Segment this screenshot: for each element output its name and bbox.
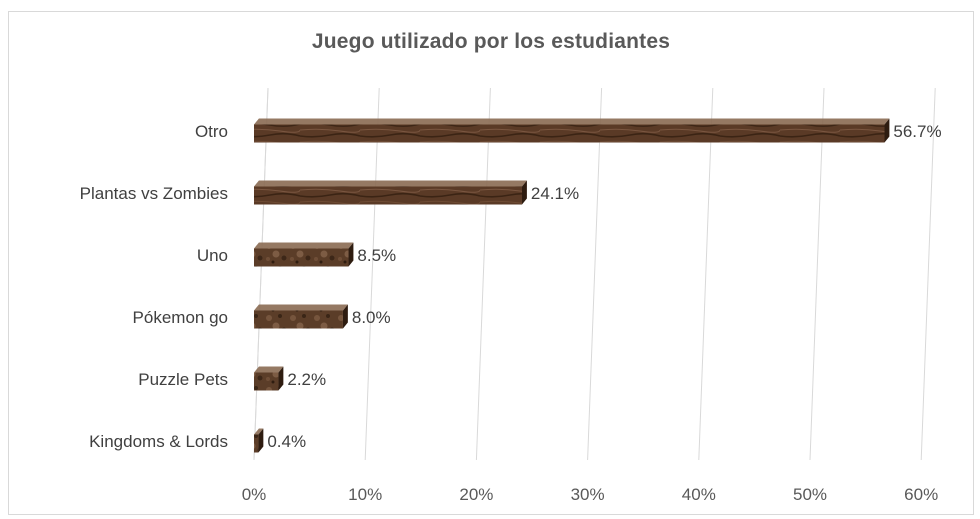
bar-top	[254, 118, 890, 125]
bar-top	[254, 366, 284, 373]
bar	[254, 428, 264, 453]
x-tick-label: 60%	[904, 485, 938, 504]
bar-top	[254, 304, 348, 311]
bar-top	[254, 180, 527, 187]
bar-front	[254, 310, 343, 329]
data-label: 8.5%	[357, 246, 396, 265]
bar-side	[348, 242, 354, 267]
data-label: 0.4%	[267, 432, 306, 451]
bar-side	[342, 304, 348, 329]
x-tick-label: 50%	[793, 485, 827, 504]
bar	[254, 304, 348, 329]
bar-side	[884, 118, 890, 143]
x-tick-label: 0%	[242, 485, 267, 504]
x-tick-label: 20%	[459, 485, 493, 504]
x-tick-label: 40%	[682, 485, 716, 504]
bar	[254, 118, 890, 143]
data-label: 2.2%	[287, 370, 326, 389]
data-label: 56.7%	[893, 122, 941, 141]
gridline	[698, 87, 714, 461]
category-label: Otro	[195, 122, 228, 141]
bar-top	[254, 428, 264, 435]
bar-front	[254, 186, 522, 205]
axis-line	[253, 87, 269, 461]
x-tick-label: 10%	[348, 485, 382, 504]
gridline	[809, 87, 825, 461]
gridline	[587, 87, 603, 461]
bar-front	[254, 124, 885, 143]
chart-title: Juego utilizado por los estudiantes	[311, 30, 671, 53]
bar-front	[254, 248, 349, 267]
category-label: Kingdoms & Lords	[89, 432, 228, 451]
bar	[254, 366, 284, 391]
bar-side	[258, 428, 264, 453]
category-label: Puzzle Pets	[138, 370, 228, 389]
bar	[254, 242, 354, 267]
bar-side	[278, 366, 284, 391]
bar-front	[254, 372, 279, 391]
data-label: 24.1%	[531, 184, 579, 203]
bar	[254, 180, 527, 205]
category-label: Pókemon go	[133, 308, 228, 327]
category-label: Uno	[197, 246, 228, 265]
data-label: 8.0%	[352, 308, 391, 327]
bar-side	[521, 180, 527, 205]
gridline	[475, 87, 491, 461]
bar-front	[254, 434, 259, 453]
gridline	[364, 87, 380, 461]
chart-frame: Juego utilizado por los estudiantes	[8, 11, 974, 515]
bar-top	[254, 242, 354, 249]
category-label: Plantas vs Zombies	[80, 184, 228, 203]
gridline	[920, 87, 936, 461]
x-tick-label: 30%	[571, 485, 605, 504]
